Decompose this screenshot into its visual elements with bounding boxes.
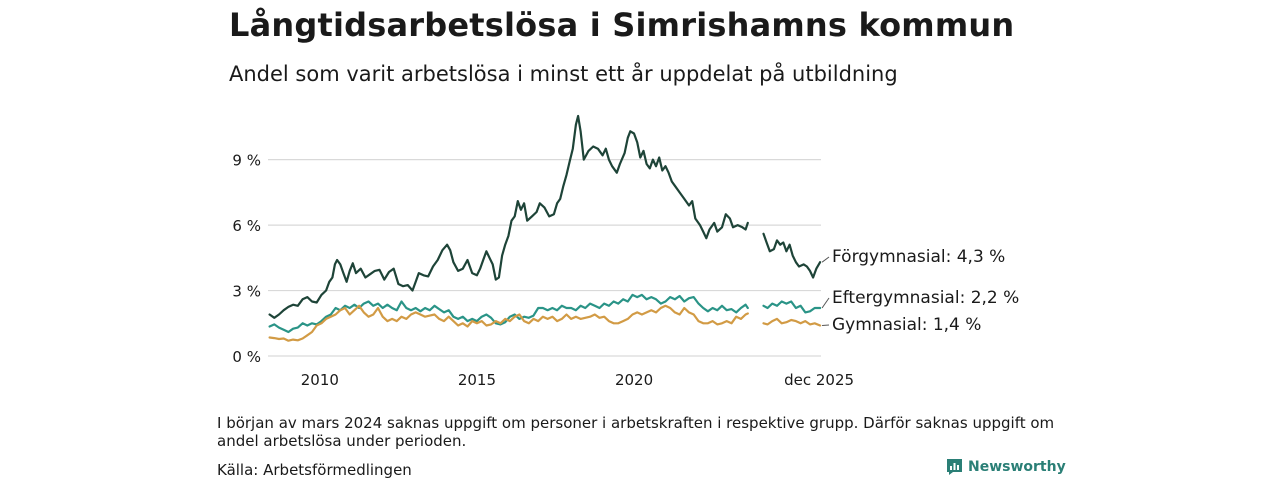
series-labels: Förgymnasial: 4,3 % Eftergymnasial: 2,2 %… (821, 247, 1019, 335)
series-label-eftergymnasial: Eftergymnasial: 2,2 % (832, 288, 1019, 308)
x-tick-label: 2020 (615, 371, 653, 389)
source-text: Källa: Arbetsförmedlingen (217, 461, 412, 479)
series-line-förgymnasial (268, 114, 822, 319)
x-tick-label: 2010 (301, 371, 339, 389)
axis-labels: 0 % 3 % 6 % 9 % 2010 2015 2020 dec 2025 (232, 152, 854, 389)
brand-logo[interactable]: Newsworthy (946, 458, 1066, 476)
y-tick-label: 9 % (232, 152, 261, 170)
label-connector (821, 256, 830, 263)
brand-name: Newsworthy (968, 459, 1066, 475)
y-tick-label: 0 % (232, 348, 261, 366)
chart-title: Långtidsarbetslösa i Simrishamns kommun (229, 6, 1015, 44)
series-label-förgymnasial: Förgymnasial: 4,3 % (832, 247, 1005, 267)
footnote: I början av mars 2024 saknas uppgift om … (217, 414, 1055, 450)
series-line-eftergymnasial (268, 293, 822, 334)
newsworthy-logo-icon (947, 459, 962, 475)
x-tick-label: 2015 (458, 371, 496, 389)
y-tick-label: 3 % (232, 283, 261, 301)
series-lines (268, 114, 822, 342)
label-connector (821, 297, 830, 309)
chart-subtitle: Andel som varit arbetslösa i minst ett å… (229, 62, 898, 86)
gridlines (268, 159, 821, 357)
y-tick-label: 6 % (232, 217, 261, 235)
series-line-gymnasial (268, 304, 822, 342)
x-tick-label: dec 2025 (784, 371, 854, 389)
series-label-gymnasial: Gymnasial: 1,4 % (832, 315, 981, 335)
